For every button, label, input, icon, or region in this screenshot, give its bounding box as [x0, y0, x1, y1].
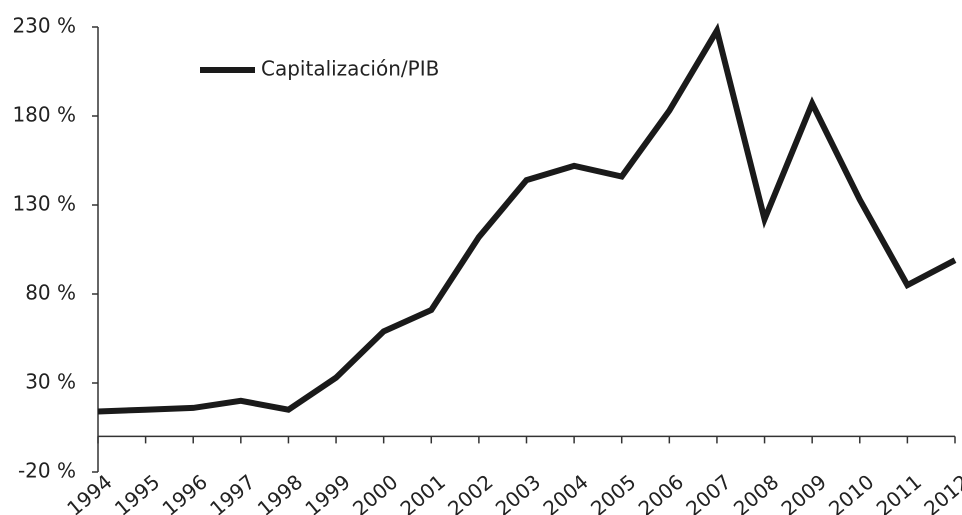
x-tick-label: 1996 — [158, 470, 212, 515]
x-tick-label: 2006 — [634, 470, 688, 515]
x-tick-label: 2010 — [824, 470, 878, 515]
x-tick-label: 2004 — [538, 470, 592, 515]
y-tick-label: 180 % — [12, 103, 76, 127]
x-tick-label: 1999 — [300, 470, 354, 515]
x-tick-label: 2008 — [729, 470, 783, 515]
y-tick-label: 30 % — [25, 370, 76, 394]
x-tick-label: 2000 — [348, 470, 402, 515]
x-tick-label: 1998 — [253, 470, 307, 515]
x-tick-label: 2007 — [681, 470, 735, 515]
x-tick-label: 1997 — [205, 470, 259, 515]
x-tick-label: 2012 — [919, 470, 962, 515]
legend-label: Capitalización/PIB — [261, 57, 439, 81]
series-line — [97, 22, 957, 415]
y-tick-label: -20 % — [18, 459, 76, 483]
x-tick-label: 1995 — [110, 470, 164, 515]
x-tick-label: 2001 — [396, 470, 450, 515]
y-tick-label: 230 % — [12, 14, 76, 38]
x-tick-label: 2002 — [443, 470, 497, 515]
x-tick-label: 2011 — [872, 470, 926, 515]
x-tick-label: 2003 — [491, 470, 545, 515]
y-tick-label: 80 % — [25, 281, 76, 305]
x-tick-label: 2009 — [776, 470, 830, 515]
x-tick-label: 2005 — [586, 470, 640, 515]
y-tick-label: 130 % — [12, 192, 76, 216]
